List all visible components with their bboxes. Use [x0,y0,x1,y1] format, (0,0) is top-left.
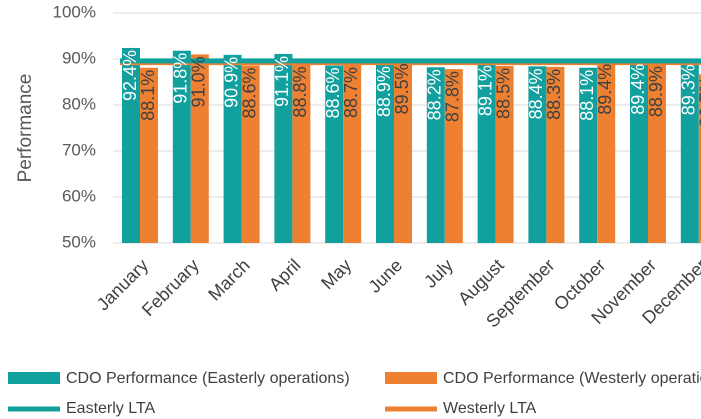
data-label: 89.3% [679,64,699,115]
legend-swatch [8,372,60,384]
legend-label: CDO Performance (Easterly operations) [66,370,350,387]
data-label: 91.1% [272,56,292,107]
bar [172,50,191,243]
bar [546,66,565,243]
data-label: 91.8% [171,53,191,104]
y-tick-label: 90% [62,48,96,67]
data-label: 88.5% [493,68,513,119]
y-tick-label: 70% [62,140,96,159]
legend-label: Easterly LTA [66,400,156,417]
bar [241,65,260,243]
bar [680,62,699,243]
bar [597,61,616,244]
data-label: 88.9% [374,66,394,117]
bar [223,54,242,243]
bar [444,69,463,244]
bar [122,47,140,244]
bar [495,65,514,244]
bar [274,53,293,243]
x-tick-label: May [317,255,355,293]
data-label: 88.4% [526,68,546,119]
data-label: 88.8% [290,67,310,118]
data-label: 88.9% [646,66,666,117]
data-label: 91.0% [189,56,209,107]
bar [477,63,496,243]
bar [325,65,344,243]
bar [394,61,412,243]
data-label: 89.4% [628,64,648,115]
data-label: 89.4% [595,64,615,115]
data-label: 88.2% [425,69,445,120]
bar [343,64,362,243]
data-label: 88.6% [239,67,259,118]
data-label: 88.3% [544,69,564,120]
data-label: 88.6% [323,67,343,118]
x-tick-label: July [420,255,457,292]
bar [190,54,209,244]
bar [376,64,394,243]
data-label: 86.7% [697,76,701,127]
legend-swatch [385,372,437,384]
y-axis-label: Performance [15,74,36,183]
legend-label: CDO Performance (Westerly operations) [443,370,701,387]
bar [292,64,311,244]
bar [648,64,666,243]
data-label: 88.7% [341,67,361,118]
y-tick-label: 80% [62,94,96,113]
bar [426,67,445,243]
bar [698,74,701,244]
x-tick-label: April [265,255,305,295]
data-label: 88.1% [577,70,597,121]
y-tick-label: 60% [62,186,96,205]
data-label: 89.1% [475,65,495,116]
data-label: 90.9% [221,57,241,108]
legend-label: Westerly LTA [443,400,537,417]
data-label: 88.1% [138,70,158,121]
bar [579,67,598,244]
x-tick-label: March [204,255,254,305]
bar [140,67,158,244]
data-label: 87.8% [443,71,463,122]
y-tick-label: 100% [53,2,96,21]
data-label: 92.4% [120,50,140,101]
data-label: 89.5% [392,63,412,114]
y-tick-label: 50% [62,232,96,251]
bar [528,66,547,243]
x-tick-label: June [364,255,406,297]
bar [630,61,648,244]
